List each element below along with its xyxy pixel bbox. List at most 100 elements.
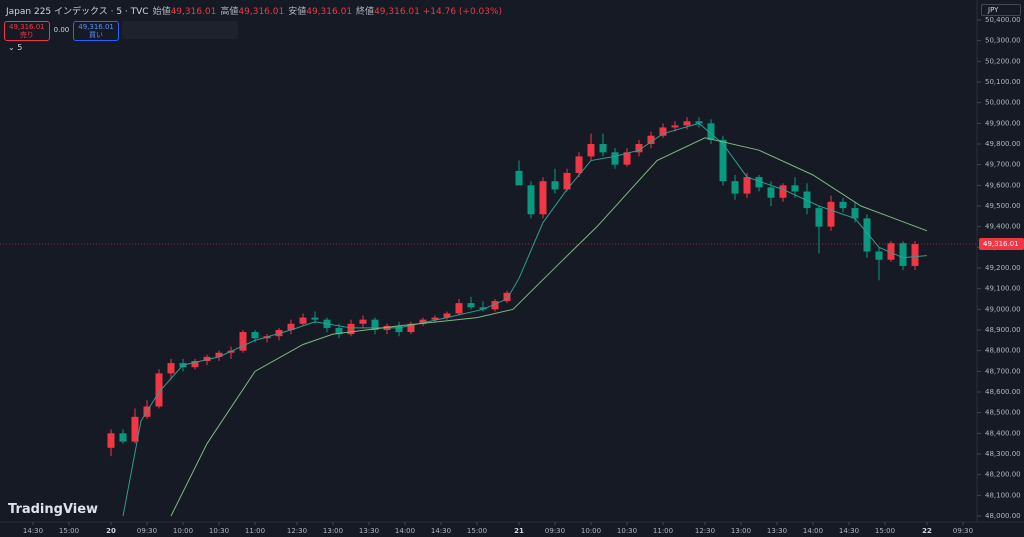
last-price-box — [979, 238, 1024, 251]
y-tick-label: 48,400.00 — [985, 429, 1021, 437]
x-tick-label: 15:00 — [875, 527, 895, 535]
candle-body — [635, 144, 643, 153]
candle-body — [539, 181, 547, 215]
candle-body — [791, 185, 799, 192]
x-tick-label: 10:00 — [173, 527, 193, 535]
y-tick-label: 50,200.00 — [985, 57, 1021, 65]
candle-body — [359, 319, 367, 324]
x-tick-label: 09:30 — [953, 527, 973, 535]
ohlc-label: 安値 — [288, 7, 307, 17]
y-tick-label: 48,700.00 — [985, 367, 1021, 375]
sell-price: 49,316.01 — [9, 23, 45, 31]
candle-body — [347, 323, 355, 335]
x-tick-label: 10:00 — [581, 527, 601, 535]
candle-body — [335, 327, 343, 335]
x-tick-label: 14:00 — [803, 527, 823, 535]
indicators[interactable]: ⌄ 5 — [8, 43, 23, 52]
candle-body — [107, 433, 115, 448]
x-tick-label: 21 — [514, 527, 524, 535]
candle-body — [299, 317, 307, 324]
y-tick-label: 49,800.00 — [985, 140, 1021, 148]
ohlc-value: 49,316.01 — [306, 7, 353, 17]
x-tick-label: 12:30 — [695, 527, 715, 535]
x-tick-label: 13:30 — [359, 527, 379, 535]
candle-body — [911, 244, 919, 266]
y-tick-label: 49,500.00 — [985, 202, 1021, 210]
y-tick-label: 50,100.00 — [985, 78, 1021, 86]
ohlc-value: 49,316.01 — [170, 7, 217, 17]
x-tick-label: 13:00 — [323, 527, 343, 535]
y-tick-label: 48,600.00 — [985, 388, 1021, 396]
y-tick-label: 48,900.00 — [985, 326, 1021, 334]
drawing-toolbar[interactable] — [122, 21, 238, 39]
sell-button[interactable]: 49,316.01 売り — [4, 21, 50, 41]
candle-body — [827, 201, 835, 227]
x-tick-label: 09:30 — [545, 527, 565, 535]
legend: Japan 225 インデックス · 5 · TVC 始値49,316.01 高値4… — [6, 4, 502, 17]
buy-button[interactable]: 49,316.01 買い — [73, 21, 119, 41]
x-tick-label: 13:00 — [731, 527, 751, 535]
candle-body — [587, 144, 595, 157]
candle-body — [623, 152, 631, 165]
x-tick-label: 20 — [106, 527, 116, 535]
moving-average — [122, 122, 928, 517]
currency[interactable]: JPY — [981, 4, 1021, 16]
candle-body — [455, 303, 463, 314]
candle-body — [371, 319, 379, 330]
candle-body — [863, 218, 871, 252]
trade-panel: 49,316.01 売り 0.00 49,316.01 買い — [4, 21, 119, 41]
candle-body — [695, 121, 703, 124]
candle-body — [551, 181, 559, 190]
candle-body — [527, 185, 535, 215]
x-tick-label: 14:30 — [839, 527, 859, 535]
indicator-count: 5 — [17, 43, 23, 52]
x-tick-label: 14:00 — [395, 527, 415, 535]
x-tick-label: 22 — [922, 527, 932, 535]
y-tick-label: 49,400.00 — [985, 223, 1021, 231]
y-tick-label: 49,000.00 — [985, 305, 1021, 313]
x-tick-label: 15:00 — [59, 527, 79, 535]
y-tick-label: 48,300.00 — [985, 450, 1021, 458]
candle-body — [479, 307, 487, 310]
x-tick-label: 12:30 — [287, 527, 307, 535]
y-tick-label: 48,500.00 — [985, 409, 1021, 417]
candle-body — [167, 363, 175, 374]
candle-body — [563, 172, 571, 190]
candle-body — [203, 356, 211, 361]
y-tick-label: 48,800.00 — [985, 347, 1021, 355]
ohlc-label: 高値 — [220, 7, 239, 17]
candle-body — [839, 201, 847, 209]
ohlc-value: 49,316.01 — [238, 7, 285, 17]
ohlc-label: 終値 — [356, 7, 375, 17]
candle-body — [887, 243, 895, 260]
y-tick-label: 48,000.00 — [985, 512, 1021, 520]
candle-body — [767, 187, 775, 198]
y-tick-label: 48,100.00 — [985, 491, 1021, 499]
candle-body — [119, 433, 127, 442]
sell-label: 売り — [19, 31, 34, 39]
y-tick-label: 49,200.00 — [985, 264, 1021, 272]
x-tick-label: 11:00 — [653, 527, 673, 535]
x-tick-label: 11:00 — [245, 527, 265, 535]
candle-body — [251, 332, 259, 339]
candle-body — [515, 170, 523, 186]
symbol[interactable]: Japan 225 インデックス · 5 · TVC — [6, 7, 149, 17]
y-tick-label: 49,700.00 — [985, 161, 1021, 169]
candle-body — [851, 208, 859, 219]
candle-body — [659, 127, 667, 136]
candle-body — [779, 185, 787, 198]
y-tick-label: 49,100.00 — [985, 285, 1021, 293]
change: +14.76 (+0.03%) — [422, 7, 503, 17]
candle-body — [395, 325, 403, 333]
x-tick-label: 14:30 — [23, 527, 43, 535]
candle-body — [803, 191, 811, 209]
candle-body — [575, 156, 583, 173]
x-tick-label: 10:30 — [617, 527, 637, 535]
candle-body — [755, 177, 763, 188]
buy-label: 買い — [89, 31, 104, 39]
candle-body — [503, 292, 511, 302]
candle-body — [467, 303, 475, 308]
x-tick-label: 10:30 — [209, 527, 229, 535]
